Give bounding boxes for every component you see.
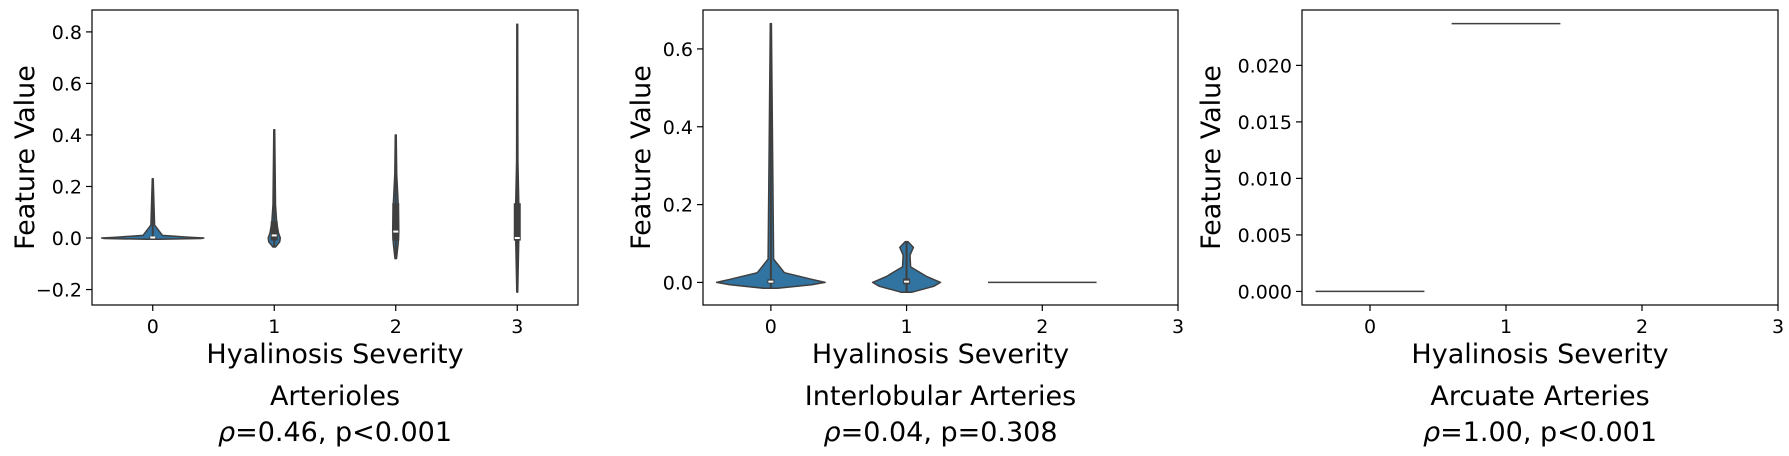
x-axis-label: Hyalinosis Severity — [206, 339, 463, 370]
y-tick-label: 0.020 — [1238, 55, 1292, 77]
y-tick-label: 0.8 — [52, 22, 82, 44]
x-tick-label: 1 — [1500, 316, 1512, 338]
x-tick-label: 2 — [390, 316, 402, 338]
stats-text: =0.04, p=0.308 — [841, 417, 1058, 448]
y-tick-label: 0.2 — [663, 195, 693, 217]
y-tick-label: 0.010 — [1238, 168, 1292, 190]
rho-symbol: ρ — [823, 417, 840, 448]
y-tick-label: 0.005 — [1238, 225, 1292, 247]
x-tick-label: 2 — [1036, 316, 1048, 338]
x-tick-label: 3 — [1772, 316, 1784, 338]
y-tick-label: 0.4 — [52, 125, 82, 147]
panel-interlobular-arteries: 0 1 2 3 0.0 0.2 0.4 0.6 Hyalinosis Severity Featu… — [626, 9, 1184, 448]
violin-iqr-3 — [513, 203, 521, 241]
x-tick-label: 3 — [1172, 316, 1184, 338]
y-tick-label: 0.6 — [663, 39, 693, 61]
stats-text: =0.46, p<0.001 — [235, 417, 452, 448]
panel-arcuate-arteries: 0 1 2 3 0.000 0.005 0.010 0.015 0.020 Hyalinosis … — [1196, 9, 1784, 448]
y-tick-label: 0.015 — [1238, 112, 1292, 134]
rho-symbol: ρ — [1423, 417, 1440, 448]
x-tick-label: 1 — [268, 316, 280, 338]
violin-iqr-2 — [392, 203, 400, 241]
y-axis-label: Feature Value — [1196, 65, 1227, 250]
y-tick-label: 0.6 — [52, 73, 82, 95]
y-tick-label: −0.2 — [36, 280, 82, 302]
x-tick-label: 0 — [1364, 316, 1376, 338]
x-tick-label: 1 — [901, 316, 913, 338]
panel-title: Arterioles — [270, 381, 400, 412]
x-axis-label: Hyalinosis Severity — [812, 339, 1069, 370]
x-tick-label: 0 — [147, 316, 159, 338]
x-tick-label: 2 — [1636, 316, 1648, 338]
panel-title: Interlobular Arteries — [805, 381, 1076, 412]
panel-stats: ρ=0.46, p<0.001 — [218, 417, 452, 448]
y-axis-label: Feature Value — [10, 65, 41, 250]
stats-text: =1.00, p<0.001 — [1440, 417, 1657, 448]
y-tick-label: 0.0 — [663, 272, 693, 294]
y-axis-label: Feature Value — [626, 65, 657, 250]
y-tick-label: 0.2 — [52, 176, 82, 198]
x-axis-label: Hyalinosis Severity — [1411, 339, 1668, 370]
panel-title: Arcuate Arteries — [1430, 381, 1649, 412]
y-tick-label: 0.0 — [52, 228, 82, 250]
plot-frame — [702, 9, 1179, 306]
rho-symbol: ρ — [218, 417, 235, 448]
y-tick-label: 0.4 — [663, 117, 693, 139]
panel-arterioles: 0 1 2 3 −0.2 0.0 0.2 0.4 0.6 0.8 Hyalinosis Severi… — [10, 9, 579, 448]
plot-frame — [1301, 9, 1779, 306]
y-tick-label: 0.000 — [1238, 281, 1292, 303]
panel-stats: ρ=0.04, p=0.308 — [823, 417, 1057, 448]
x-tick-label: 3 — [511, 316, 523, 338]
x-tick-label: 0 — [765, 316, 777, 338]
violin-iqr-1 — [270, 221, 278, 241]
panel-stats: ρ=1.00, p<0.001 — [1423, 417, 1657, 448]
plot-frame — [91, 9, 579, 306]
